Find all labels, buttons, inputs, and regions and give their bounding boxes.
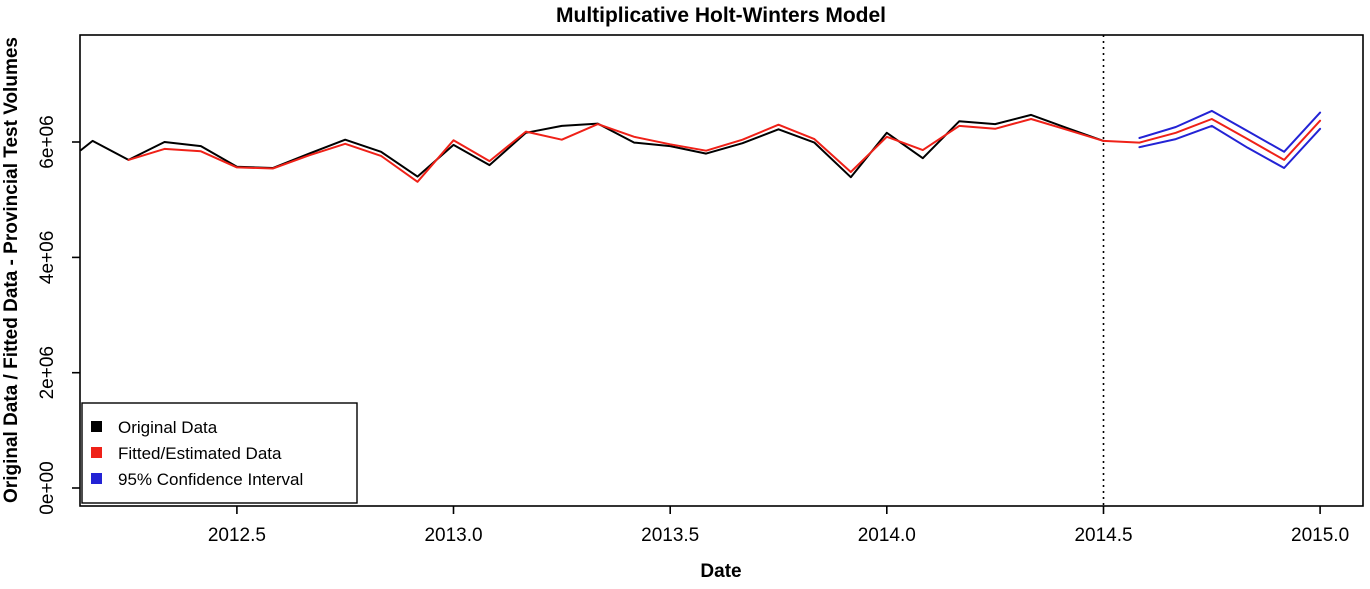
- y-tick-label: 2e+06: [37, 346, 58, 399]
- x-axis-title: Date: [700, 561, 741, 582]
- plot-frame: [79, 34, 1364, 507]
- legend-item-fitted-data: Fitted/Estimated Data: [91, 444, 282, 463]
- fitted-data-line: [127, 118, 1105, 183]
- y-axis-title: Original Data / Fitted Data - Provincial…: [1, 37, 22, 503]
- x-tick-label: 2013.0: [424, 525, 482, 546]
- legend-label-fitted-data: Fitted/Estimated Data: [118, 444, 282, 463]
- forecast-line: [1102, 118, 1322, 161]
- legend-item-confidence-interval: 95% Confidence Interval: [91, 470, 303, 489]
- chart-title: Multiplicative Holt-Winters Model: [556, 4, 886, 27]
- legend-label-confidence-interval: 95% Confidence Interval: [118, 470, 303, 489]
- ci-lower-line: [1138, 124, 1322, 169]
- x-tick-label: 2013.5: [641, 525, 699, 546]
- x-tick-label: 2012.5: [208, 525, 266, 546]
- x-tick-label: 2014.0: [858, 525, 916, 546]
- legend-swatch-fitted-data-icon: [91, 447, 102, 458]
- original-data-line: [79, 113, 1105, 179]
- legend-label-original-data: Original Data: [118, 418, 218, 437]
- plot-dynamic-layer: 2012.5 2013.0 2013.5 2014.0 2014.5 2015.0 0e+0…: [37, 35, 1349, 546]
- y-tick-label: 0e+00: [37, 461, 58, 514]
- legend-swatch-original-data-icon: [91, 421, 102, 432]
- y-tick-label: 4e+06: [37, 231, 58, 284]
- x-tick-label: 2015.0: [1291, 525, 1349, 546]
- legend: Original Data Fitted/Estimated Data 95% …: [81, 402, 358, 504]
- y-tick-label: 6e+06: [37, 115, 58, 168]
- ci-upper-line: [1138, 109, 1322, 153]
- x-tick-label: 2014.5: [1074, 525, 1132, 546]
- legend-box: [81, 402, 358, 504]
- legend-swatch-confidence-interval-icon: [91, 473, 102, 484]
- legend-item-original-data: Original Data: [91, 418, 218, 437]
